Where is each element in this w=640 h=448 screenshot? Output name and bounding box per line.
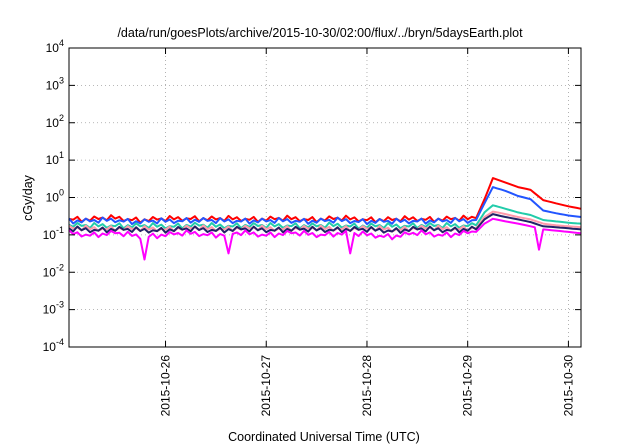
- series-line-3: [68, 204, 582, 230]
- x-tick-label: 2015-10-26: [159, 355, 173, 417]
- y-tick-label: 101: [46, 150, 64, 167]
- y-tick-label: 104: [46, 38, 64, 55]
- series-line-5: [68, 213, 582, 234]
- chart-title: /data/run/goesPlots/archive/2015-10-30/0…: [117, 26, 523, 40]
- x-tick-label: 2015-10-28: [360, 355, 374, 417]
- x-axis-label: Coordinated Universal Time (UTC): [228, 430, 420, 444]
- x-axis: 2015-10-26 2015-10-27 2015-10-28 2015-10-29…: [159, 48, 575, 417]
- y-tick-label: 10-2: [43, 262, 64, 279]
- series-line-6: [68, 217, 582, 261]
- y-tick-label: 10-1: [43, 225, 64, 242]
- x-tick-label: 2015-10-30: [561, 355, 575, 417]
- y-tick-label: 10-3: [43, 300, 64, 317]
- y-tick-label: 103: [46, 75, 64, 92]
- x-tick-label: 2015-10-29: [461, 355, 475, 417]
- y-tick-label: 10-4: [43, 337, 64, 354]
- y-axis-label: cGy/day: [21, 174, 35, 221]
- y-axis: 10-4 10-3 10-2 10-1 100 101 102 103 104: [43, 38, 581, 354]
- y-tick-label: 102: [46, 113, 64, 130]
- series-layer: [68, 177, 582, 261]
- x-tick-label: 2015-10-27: [259, 355, 273, 417]
- series-line-2: [68, 186, 582, 226]
- series-line-4: [68, 210, 582, 233]
- y-tick-label: 100: [46, 188, 64, 205]
- grid: [69, 47, 581, 348]
